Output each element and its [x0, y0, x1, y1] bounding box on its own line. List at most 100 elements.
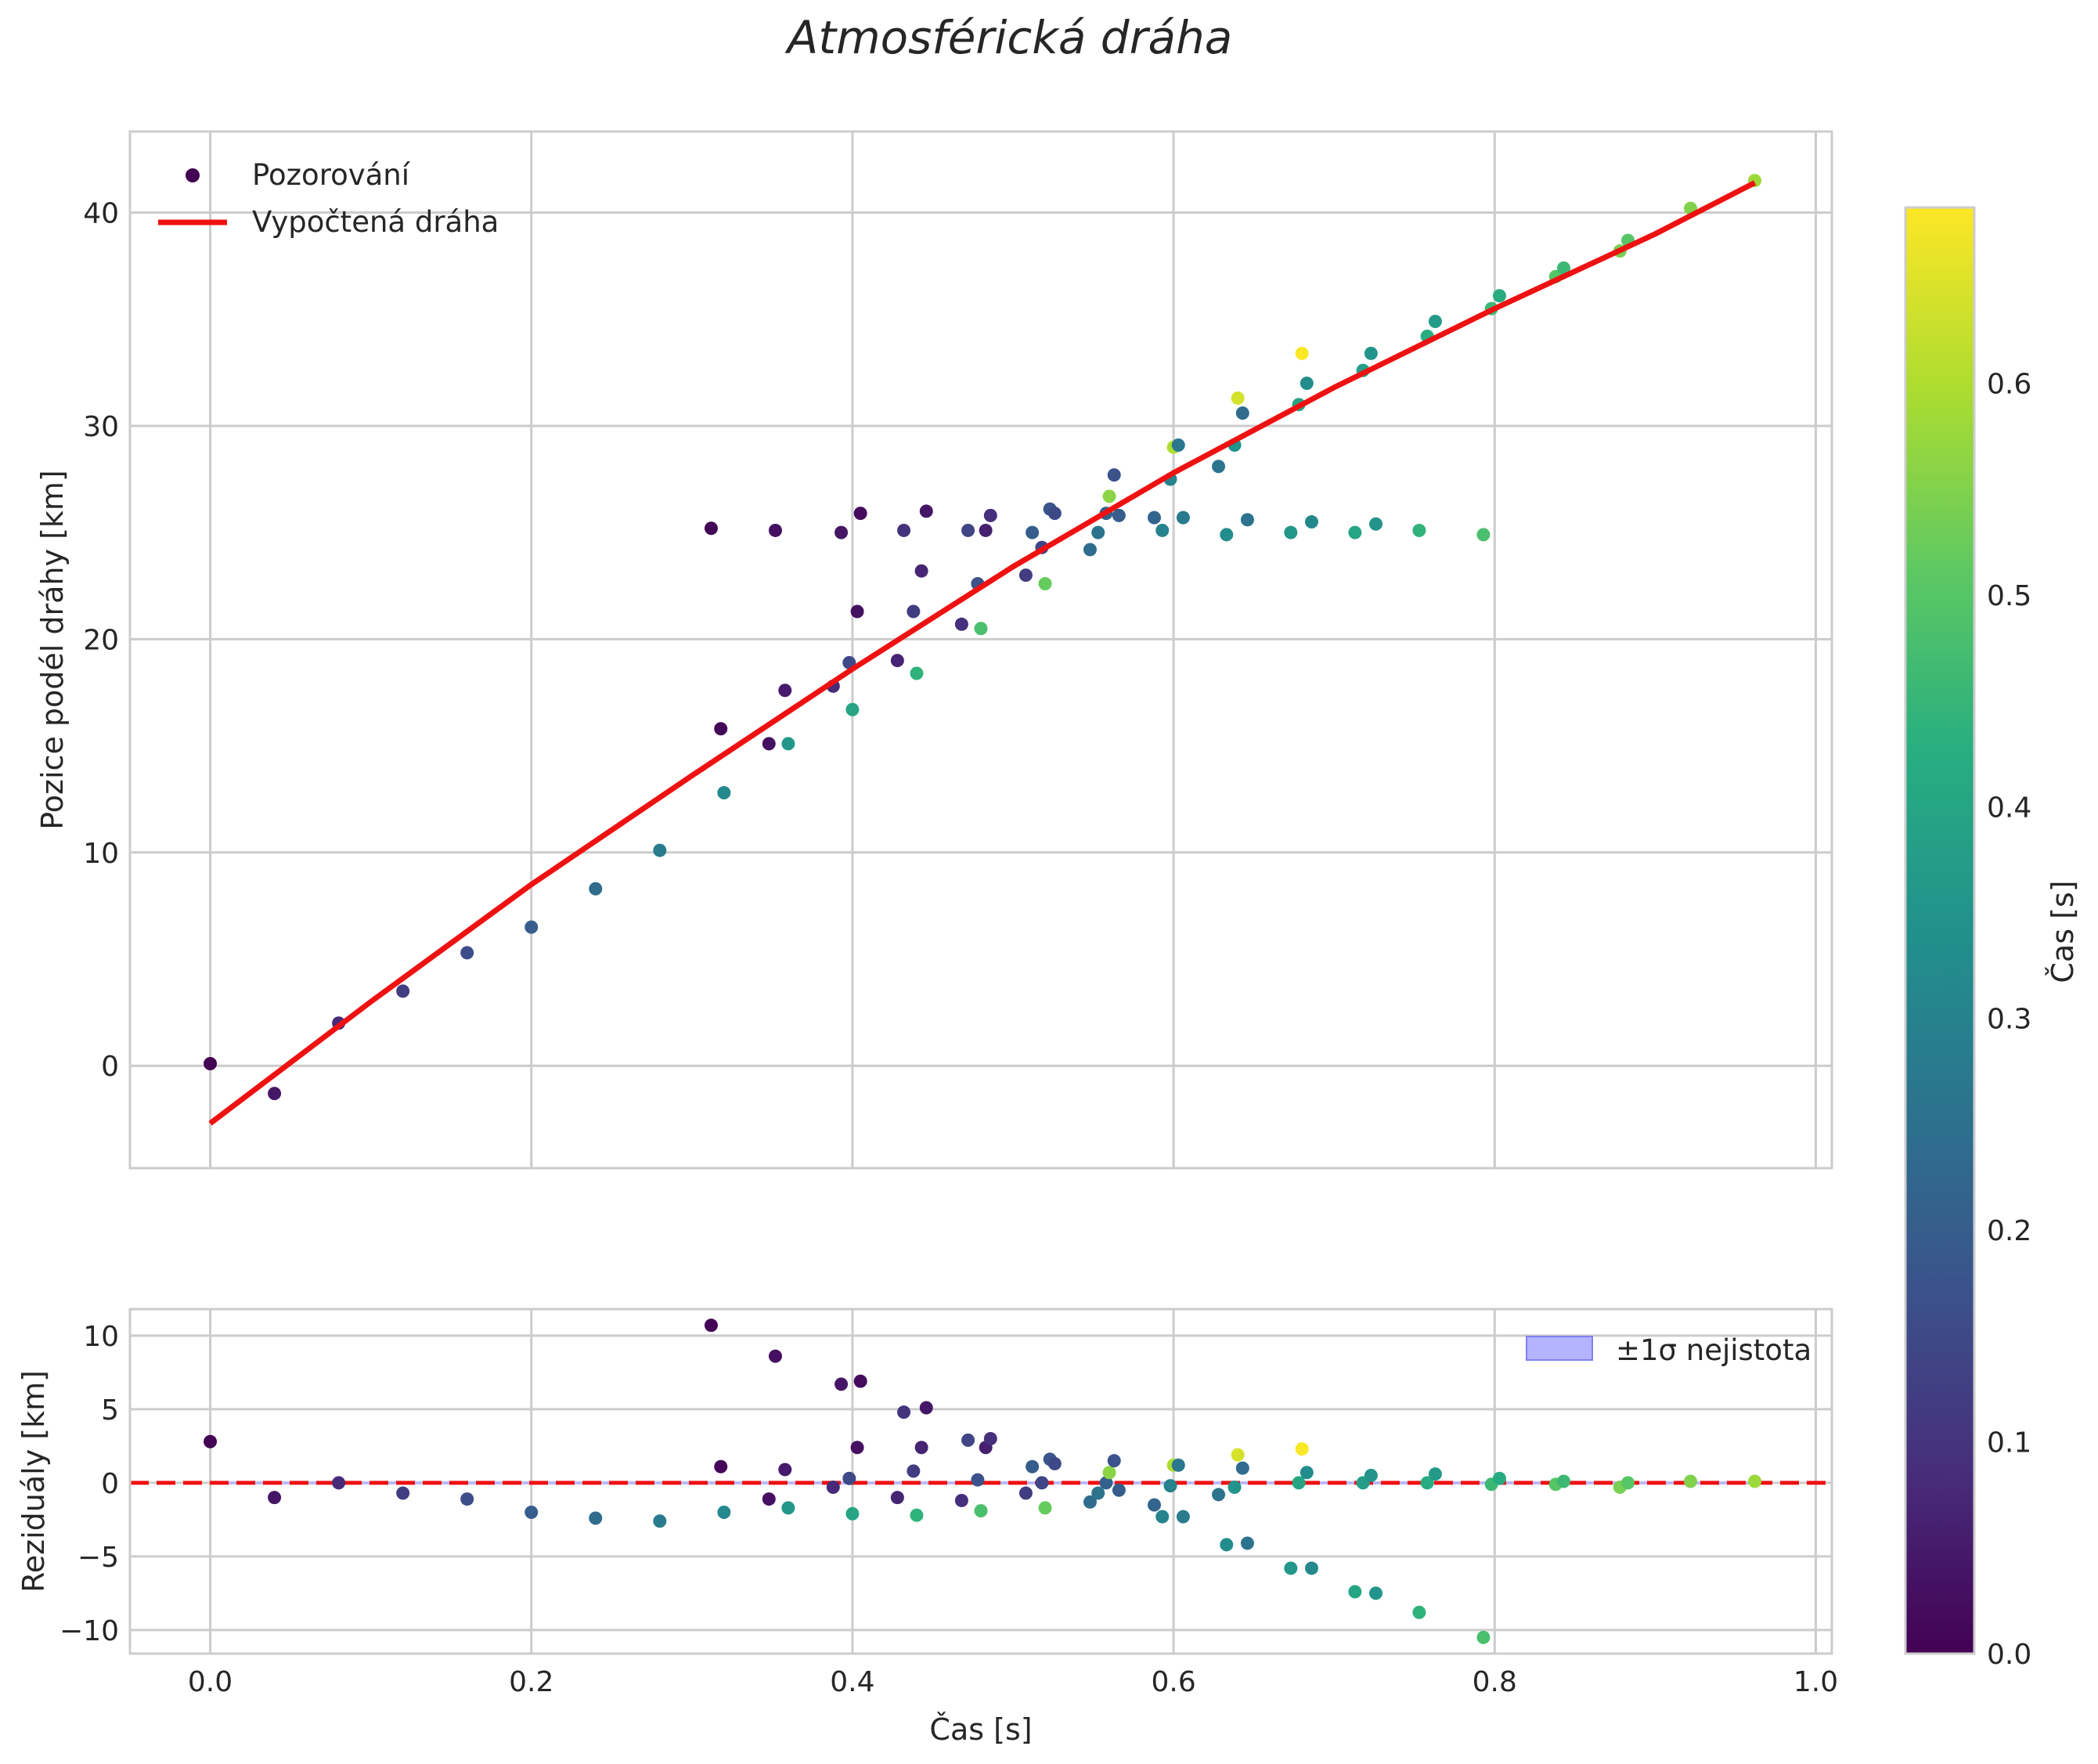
- observation-point-26: [919, 504, 933, 518]
- residual-point-1: [268, 1491, 282, 1505]
- observation-point-39: [1083, 543, 1097, 557]
- top-gridlines: [130, 132, 1832, 1168]
- observation-point-12: [768, 523, 782, 537]
- observation-point-4: [460, 946, 474, 960]
- legend-marker-pozorovani: [186, 168, 200, 182]
- top-y-ticks: 0 10 20 30 40: [83, 198, 119, 1084]
- observation-point-69: [1476, 528, 1491, 542]
- residual-point-36: [1038, 1501, 1052, 1515]
- top-legend: Pozorování Vypočtená dráha: [158, 158, 499, 239]
- residual-point-44: [1112, 1483, 1126, 1497]
- residual-point-41: [1099, 1476, 1113, 1490]
- residual-point-42: [1102, 1466, 1116, 1480]
- residual-point-4: [460, 1492, 474, 1506]
- bottom-ytick-label-1: −5: [78, 1542, 119, 1574]
- fit-line-vypoctena-draha: [208, 180, 1757, 1126]
- observation-point-36: [1038, 577, 1052, 591]
- residual-point-54: [1231, 1448, 1245, 1462]
- observation-point-7: [653, 843, 667, 857]
- observation-point-65: [1369, 517, 1383, 531]
- observation-point-10: [717, 786, 731, 800]
- observation-point-23: [907, 604, 921, 619]
- legend-label-pozorovani: Pozorování: [252, 158, 411, 192]
- residual-point-32: [983, 1431, 997, 1445]
- observation-point-38: [1047, 507, 1062, 521]
- residual-point-62: [1348, 1585, 1362, 1599]
- chart-title: Atmosférická dráha: [784, 11, 1233, 64]
- top-ytick-label-2: 20: [83, 624, 119, 656]
- x-axis-label: Čas [s]: [929, 1712, 1032, 1747]
- observation-point-6: [589, 882, 603, 896]
- observation-point-62: [1348, 525, 1362, 539]
- colorbar-tick-label-2: 0.2: [1987, 1215, 2031, 1247]
- top-axes-frame: [128, 130, 1833, 1170]
- observation-point-52: [1220, 528, 1234, 542]
- residual-point-66: [1412, 1605, 1426, 1619]
- observation-point-45: [1148, 510, 1162, 525]
- observation-point-9: [714, 722, 728, 736]
- residual-point-28: [961, 1433, 975, 1447]
- residual-point-55: [1235, 1461, 1249, 1475]
- observation-point-34: [1026, 525, 1040, 539]
- residual-point-6: [589, 1511, 603, 1525]
- observation-point-68: [1428, 314, 1442, 328]
- residual-point-12: [768, 1349, 782, 1363]
- top-ytick-label-3: 30: [83, 411, 119, 443]
- bottom-xtick-label-3: 0.6: [1151, 1666, 1195, 1698]
- observation-point-28: [961, 523, 975, 537]
- colorbar-tick-label-6: 0.6: [1987, 368, 2031, 400]
- observation-point-3: [396, 984, 410, 998]
- observation-point-14: [781, 737, 795, 751]
- observation-point-1: [268, 1087, 282, 1101]
- top-ytick-label-0: 0: [101, 1051, 119, 1083]
- residual-point-46: [1155, 1510, 1170, 1524]
- colorbar-tick-label-0: 0.0: [1987, 1639, 2031, 1671]
- colorbar-ticks: 0.0 0.1 0.2 0.3 0.4 0.5 0.6: [1987, 368, 2031, 1671]
- observation-point-11: [762, 737, 776, 751]
- observation-point-32: [983, 508, 997, 522]
- observation-point-73: [1556, 261, 1570, 275]
- residual-point-69: [1476, 1630, 1491, 1644]
- colorbar-tick-label-3: 0.3: [1987, 1004, 2031, 1036]
- observation-point-30: [974, 622, 988, 636]
- residual-point-29: [971, 1473, 985, 1487]
- colorbar: 0.0 0.1 0.2 0.3 0.4 0.5 0.6 Čas [s]: [1904, 206, 2080, 1671]
- colorbar-tick-label-5: 0.5: [1987, 580, 2031, 612]
- residual-point-7: [653, 1514, 667, 1528]
- observation-point-22: [897, 523, 911, 537]
- bottom-axes-frame: [128, 1308, 1833, 1655]
- residual-point-67: [1420, 1476, 1434, 1490]
- bottom-x-ticks: 0.0 0.2 0.4 0.6 0.8 1.0: [188, 1666, 1838, 1698]
- observation-point-44: [1112, 508, 1126, 522]
- colorbar-tick-label-1: 0.1: [1987, 1427, 2031, 1459]
- observation-point-71: [1492, 289, 1506, 303]
- observation-point-64: [1364, 346, 1378, 360]
- bottom-gridlines: [130, 1309, 1832, 1654]
- legend-marker-sigma: [1526, 1336, 1593, 1361]
- residual-point-60: [1300, 1466, 1314, 1480]
- top-ytick-label-1: 10: [83, 838, 119, 870]
- residual-point-77: [1748, 1474, 1762, 1488]
- observation-point-16: [835, 525, 849, 539]
- observation-point-56: [1240, 513, 1254, 527]
- observation-point-31: [979, 523, 993, 537]
- observation-point-57: [1284, 525, 1298, 539]
- bottom-legend: ±1σ nejistota: [1526, 1333, 1811, 1367]
- observation-points: [204, 174, 1762, 1101]
- residual-point-68: [1428, 1467, 1442, 1481]
- observation-point-46: [1155, 523, 1170, 537]
- bottom-ytick-label-3: 5: [101, 1394, 119, 1427]
- residual-point-76: [1684, 1474, 1698, 1488]
- observation-point-19: [850, 604, 864, 619]
- legend-label-vypoctena-draha: Vypočtená dráha: [252, 205, 499, 239]
- residual-point-43: [1107, 1454, 1121, 1468]
- residual-point-53: [1227, 1481, 1242, 1495]
- residual-point-30: [974, 1504, 988, 1518]
- observation-point-50: [1176, 510, 1190, 525]
- residual-point-34: [1026, 1459, 1040, 1474]
- residual-point-26: [919, 1401, 933, 1415]
- residual-point-5: [524, 1505, 539, 1519]
- residual-point-35: [1035, 1476, 1049, 1490]
- bottom-ytick-label-0: −10: [59, 1615, 119, 1647]
